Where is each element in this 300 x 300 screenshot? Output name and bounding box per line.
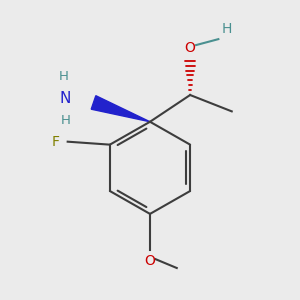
Polygon shape [91, 96, 150, 122]
Text: N: N [60, 92, 71, 106]
Text: H: H [60, 114, 70, 127]
Text: O: O [185, 41, 196, 55]
Text: H: H [59, 70, 69, 83]
Text: H: H [221, 22, 232, 36]
Text: F: F [51, 135, 59, 149]
Text: O: O [145, 254, 155, 268]
